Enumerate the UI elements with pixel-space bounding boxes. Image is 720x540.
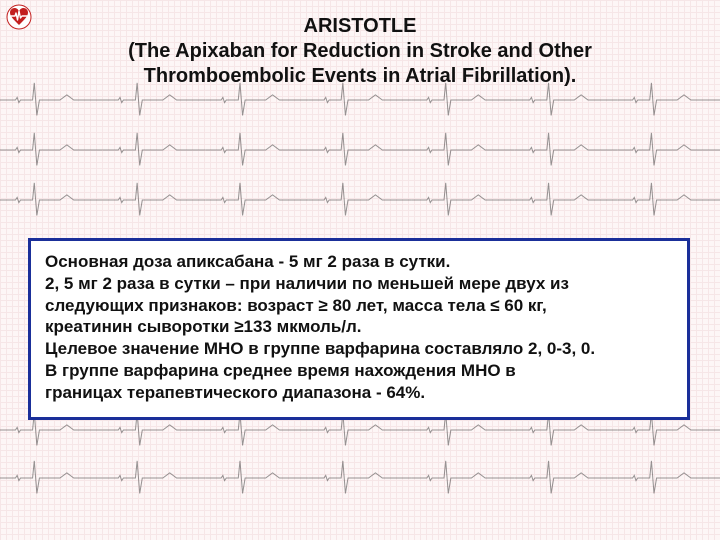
- content-box: Основная доза апиксабана - 5 мг 2 раза в…: [28, 238, 690, 420]
- title-line-2: (The Apixaban for Reduction in Stroke an…: [30, 39, 690, 64]
- title-line-1: ARISTOTLE: [30, 14, 690, 39]
- slide-title: ARISTOTLE (The Apixaban for Reduction in…: [0, 14, 720, 89]
- body-text: Основная доза апиксабана - 5 мг 2 раза в…: [45, 251, 673, 403]
- title-line-3: Thromboembolic Events in Atrial Fibrilla…: [30, 64, 690, 89]
